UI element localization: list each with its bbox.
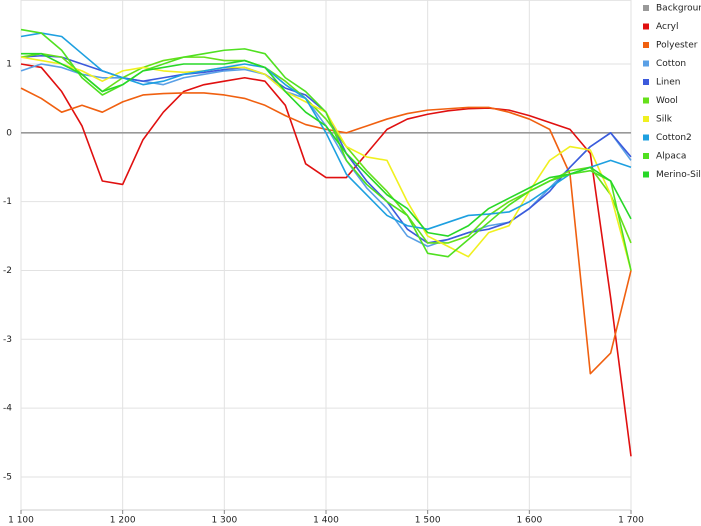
series-line [20, 63, 632, 457]
y-tick-label: 0 [6, 128, 12, 138]
x-tick-label: 1 600 [516, 516, 542, 526]
x-tick-label: 1 100 [8, 516, 34, 526]
legend-label: Polyester [656, 41, 698, 51]
legend-label: Acryl [656, 22, 678, 32]
legend-swatch [643, 97, 649, 104]
legend-swatch [643, 116, 649, 122]
y-tick-label: -2 [3, 266, 12, 276]
x-tick-label: 1 700 [618, 516, 644, 526]
y-tick-label: -1 [3, 197, 12, 207]
legend-swatch [643, 5, 649, 11]
legend-swatch [643, 60, 649, 67]
x-tick-label: 1 300 [211, 516, 237, 526]
y-tick-label: 1 [6, 60, 12, 70]
legend-label: Alpaca [656, 152, 686, 162]
x-tick-label: 1 200 [110, 516, 136, 526]
legend-label: Merino-Silk [656, 170, 701, 180]
legend-label: Linen [656, 78, 680, 88]
x-tick-label: 1 400 [313, 516, 339, 526]
legend-swatch [643, 134, 649, 141]
legend-label: Wool [656, 96, 678, 106]
y-tick-label: -5 [3, 472, 12, 482]
legend-swatch [643, 79, 649, 85]
legend-label: Cotton2 [656, 133, 692, 143]
legend-swatch [643, 153, 649, 159]
legend-swatch [643, 42, 649, 48]
y-tick-label: -4 [3, 404, 12, 414]
y-tick-label: -3 [3, 335, 12, 345]
legend-label: Cotton [656, 59, 686, 69]
legend-label: Background [656, 4, 701, 14]
legend-label: Silk [656, 115, 673, 125]
legend-swatch [643, 171, 649, 178]
series-line [21, 52, 632, 237]
series-line [20, 32, 632, 230]
series-line [20, 87, 632, 375]
legend-swatch [643, 23, 649, 30]
x-tick-label: 1 500 [415, 516, 441, 526]
